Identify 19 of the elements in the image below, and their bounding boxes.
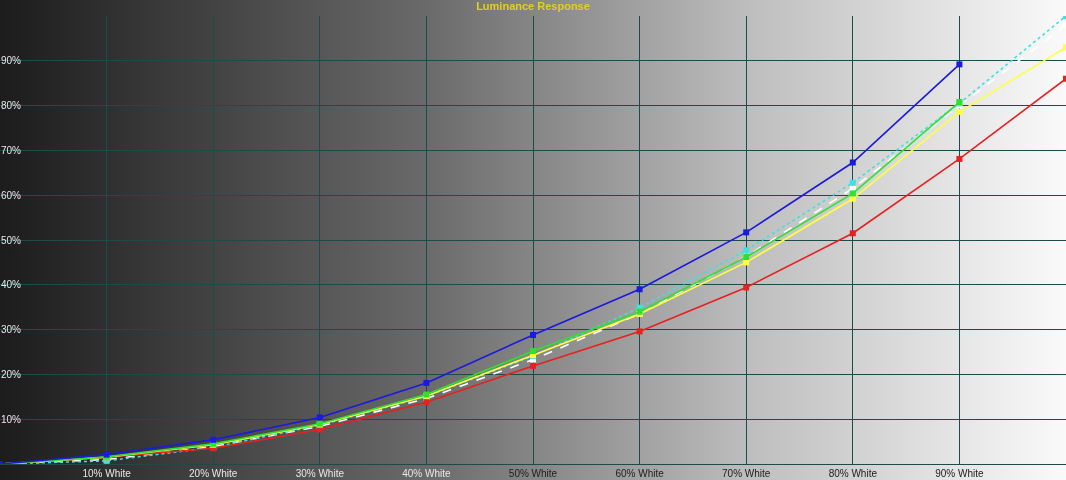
- y-tick-label: 10%: [1, 413, 22, 425]
- y-tick-label: 80%: [1, 100, 22, 112]
- y-tick-label: 30%: [1, 324, 22, 336]
- y-tick-label: 70%: [1, 144, 22, 156]
- y-tick-label: 90%: [1, 55, 22, 67]
- chart-title: Luminance Response: [476, 0, 590, 13]
- x-tick-label: 10% White: [82, 468, 132, 479]
- y-tick-label: 50%: [1, 234, 22, 246]
- x-tick-label: 60% White: [615, 468, 665, 479]
- x-tick-label: 90% White: [935, 468, 985, 479]
- y-tick-label: 60%: [1, 189, 22, 201]
- x-tick-label: 40% White: [402, 468, 452, 479]
- y-tick-label: 20%: [1, 368, 22, 380]
- x-tick-label: 50% White: [508, 468, 558, 479]
- y-tick-label: 40%: [1, 279, 22, 291]
- x-tick-label: 20% White: [189, 468, 238, 479]
- x-tick-label: 80% White: [828, 468, 878, 479]
- x-tick-label: 30% White: [295, 468, 345, 479]
- x-tick-label: 70% White: [722, 468, 771, 479]
